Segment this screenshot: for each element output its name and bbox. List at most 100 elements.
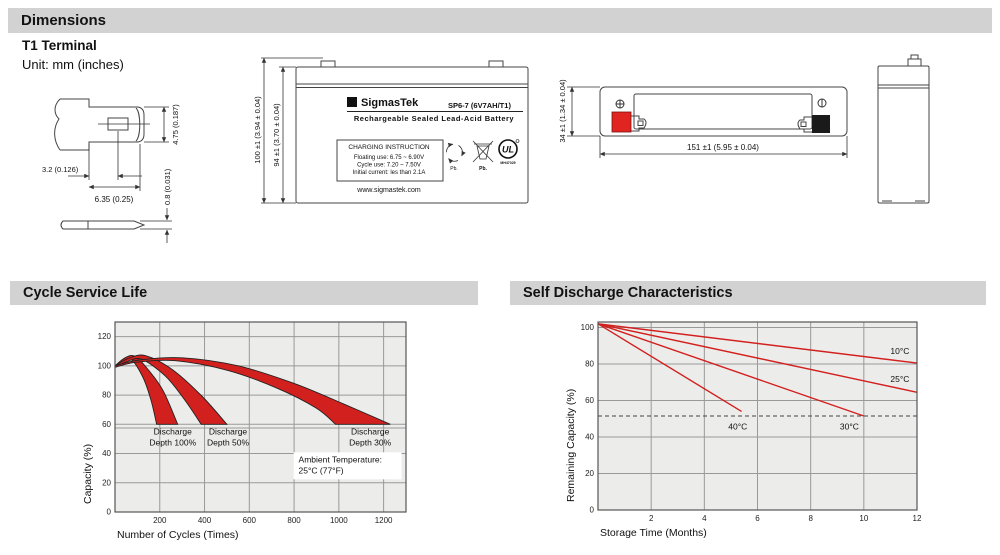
website-text: www.sigmastek.com	[356, 187, 421, 194]
x-tick-label: 800	[287, 516, 301, 525]
cycle-service-life-chart: 200 400 600 800 1000 1200 0 20 40 60 80 100 120 Disch…	[82, 321, 407, 541]
svg-text:UL: UL	[502, 145, 514, 155]
terminal-blade-side-view	[60, 220, 146, 230]
series-label: 30°C	[840, 422, 859, 432]
dim-height-label: 4.75 (0.187)	[171, 104, 180, 145]
annotation-bg	[293, 452, 402, 480]
y-tick-label: 40	[585, 432, 594, 441]
dim-offset-label: 3.2 (0.126)	[42, 165, 79, 174]
section-header-self-discharge: Self Discharge Characteristics	[510, 281, 986, 305]
dim-top-length-label: 151 ±1 (5.95 ± 0.04)	[687, 143, 759, 152]
x-tick-label: 200	[153, 516, 167, 525]
x-tick-label: 10	[859, 514, 868, 523]
case-break-line	[54, 98, 61, 151]
y-tick-label: 0	[590, 506, 595, 515]
front-terminal-right	[488, 60, 504, 67]
series-label: 40°C	[728, 422, 747, 432]
series-line	[597, 323, 918, 364]
ul-file-number: MH47029	[500, 161, 515, 165]
negative-symbol-icon	[817, 98, 827, 108]
dim-overall-height-label: 100 ±1 (3.94 ± 0.04)	[253, 96, 262, 164]
x-tick-label: 12	[913, 514, 922, 523]
dim-width-label: 6.35 (0.25)	[95, 195, 134, 204]
pb-trash-bin-icon: Pb.	[472, 140, 494, 172]
x-tick-label: 1000	[330, 516, 348, 525]
positive-terminal-blade	[631, 115, 647, 132]
y-tick-label: 80	[102, 391, 111, 400]
annotation: Depth 100%	[149, 438, 196, 448]
annotation: Discharge	[209, 427, 248, 437]
y-tick-label: 0	[107, 508, 112, 517]
front-terminal-left	[320, 60, 336, 67]
y-tick-label: 40	[102, 449, 111, 458]
annotation: Depth 30%	[349, 438, 391, 448]
y-tick-label: 80	[585, 359, 594, 368]
side-view-outline	[877, 65, 930, 204]
brand-name: SigmasTek	[361, 97, 419, 109]
x-tick-label: 6	[755, 514, 760, 523]
vent-cap	[907, 54, 922, 67]
discharge-band	[114, 357, 391, 425]
dim-case-height-label: 94 ±1 (3.70 ± 0.04)	[272, 103, 281, 167]
t1-terminal-heading: T1 Terminal	[22, 38, 97, 53]
top-view-inner-rect	[633, 93, 813, 130]
plot-border	[114, 321, 407, 513]
top-view-outline	[599, 86, 848, 137]
annotation: Depth 50%	[207, 438, 249, 448]
annotation: 25°C (77°F)	[299, 465, 344, 475]
x-axis-label: Number of Cycles (Times)	[117, 529, 239, 541]
x-axis-label: Storage Time (Months)	[600, 527, 707, 539]
annotation: Ambient Temperature:	[299, 454, 382, 464]
y-tick-label: 60	[102, 420, 111, 429]
positive-terminal	[611, 111, 632, 133]
section-header-cycle-life: Cycle Service Life	[10, 281, 478, 305]
y-tick-label: 100	[581, 323, 595, 332]
y-axis-label: Remaining Capacity (%)	[565, 389, 577, 502]
x-tick-label: 400	[198, 516, 212, 525]
x-tick-label: 8	[808, 514, 813, 523]
svg-text:Pb.: Pb.	[450, 166, 458, 172]
y-tick-label: 100	[98, 361, 112, 370]
y-axis-label: Capacity (%)	[82, 444, 94, 504]
battery-side-view	[877, 54, 930, 204]
y-tick-label: 20	[585, 469, 594, 478]
plot-border	[597, 321, 918, 511]
ul-mark-icon: UL MH47029	[498, 139, 520, 165]
y-tick-label: 120	[98, 332, 112, 341]
battery-case	[295, 66, 529, 204]
series-line	[597, 323, 865, 417]
x-tick-label: 1200	[375, 516, 393, 525]
x-tick-label: 4	[702, 514, 707, 523]
series-label: 10°C	[890, 346, 909, 356]
battery-top-view: 34 ±1 (1.34 ± 0.04) 151 ±1 (5.95 ± 0.04)	[558, 79, 848, 158]
annotation: Discharge	[154, 427, 193, 437]
charging-instruction-box	[336, 139, 444, 182]
series-line	[597, 323, 918, 393]
dim-thickness-label: 0.8 (0.031)	[163, 168, 172, 205]
brand-logo-glyph: Σ	[350, 98, 355, 107]
self-discharge-chart: 2 4 6 8 10 12 0 20 40 60 80 100 10°C 25°C 30°C 40°C Stor…	[565, 321, 922, 539]
battery-type-text: Rechargeable Sealed Lead-Acid Battery	[354, 114, 515, 123]
terminal-profile-outline	[60, 98, 145, 151]
terminal-tip-curve	[135, 107, 141, 142]
x-tick-label: 2	[649, 514, 654, 523]
negative-terminal-blade	[797, 116, 812, 133]
series-label: 25°C	[890, 374, 909, 384]
y-tick-label: 60	[585, 396, 594, 405]
section-title: Self Discharge Characteristics	[523, 285, 733, 301]
charging-line: Floating use: 6.75 ~ 6.90V	[354, 155, 424, 161]
negative-terminal	[812, 115, 830, 133]
unit-note: Unit: mm (inches)	[22, 57, 124, 72]
section-header-dimensions: Dimensions	[8, 8, 992, 33]
charging-line: Cycle use: 7.20 ~ 7.50V	[357, 163, 421, 169]
svg-text:Pb.: Pb.	[479, 166, 487, 172]
brand-logo-box	[347, 97, 357, 107]
y-tick-label: 20	[102, 478, 111, 487]
discharge-band	[114, 354, 228, 425]
charging-line: Initial current: les than 2.1A	[353, 170, 426, 176]
battery-front-view: Σ SigmasTek SP6-7 (6V7AH/T1) Rechargeabl…	[253, 57, 529, 204]
section-title: Dimensions	[21, 12, 107, 29]
model-number: SP6-7 (6V7AH/T1)	[448, 101, 511, 110]
annotation: Discharge	[351, 427, 390, 437]
